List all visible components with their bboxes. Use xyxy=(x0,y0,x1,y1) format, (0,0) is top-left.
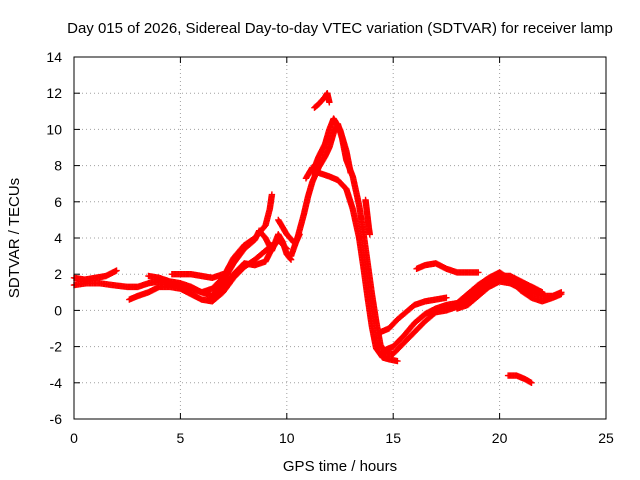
y-tick-label: 14 xyxy=(46,49,62,65)
y-tick-label: 2 xyxy=(54,266,62,282)
data-point-arc-a xyxy=(113,267,120,274)
data-point-arc-k xyxy=(326,99,333,106)
data-point-arc-i xyxy=(394,357,401,365)
data-points xyxy=(70,90,565,386)
y-tick-label: 12 xyxy=(46,85,62,101)
data-point-arc-d xyxy=(268,191,276,198)
y-tick-label: 4 xyxy=(54,230,62,246)
data-point-arc-j xyxy=(347,169,354,177)
chart-title: Day 015 of 2026, Sidereal Day-to-day VTE… xyxy=(67,20,613,37)
data-point-arc-o xyxy=(443,294,450,301)
data-point-arc-p xyxy=(558,289,565,296)
y-tick-label: -2 xyxy=(50,339,63,355)
x-tick-label: 20 xyxy=(492,430,508,446)
grid-lines xyxy=(74,57,606,419)
y-tick-label: -6 xyxy=(50,411,63,427)
x-tick-label: 0 xyxy=(70,430,78,446)
axis-ticks: 0 5 10 15 20 25 -6 -4 -2 0 2 4 6 8 10 12 14 xyxy=(46,49,614,446)
x-tick-label: 15 xyxy=(385,430,401,446)
x-axis-label: GPS time / hours xyxy=(283,458,397,475)
y-tick-label: -4 xyxy=(50,375,63,391)
plot-frame xyxy=(73,56,607,420)
y-tick-label: 0 xyxy=(54,302,62,318)
data-point-arc-l xyxy=(366,231,373,238)
y-tick-label: 6 xyxy=(54,194,62,210)
y-axis-label: SDTVAR / TECUs xyxy=(6,178,23,298)
x-tick-label: 5 xyxy=(177,430,185,446)
data-point-arc-s xyxy=(528,379,535,386)
x-tick-label: 25 xyxy=(598,430,614,446)
data-point-arc-r xyxy=(475,269,482,276)
y-tick-label: 8 xyxy=(54,158,62,174)
data-point-arc-q xyxy=(538,289,546,296)
y-tick-label: 10 xyxy=(46,121,62,137)
x-tick-label: 10 xyxy=(279,430,295,446)
